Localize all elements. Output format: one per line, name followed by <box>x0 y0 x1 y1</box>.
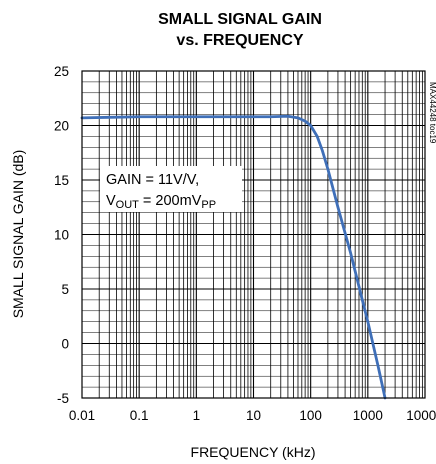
figure-id-label: MAX44248 toc19 <box>428 82 436 144</box>
grid <box>82 71 425 398</box>
annotation-pp-sub: PP <box>201 199 216 211</box>
annotation-vout-v: V <box>106 193 116 209</box>
gain-series-line <box>80 114 387 400</box>
x-tick-label: 100 <box>299 408 322 423</box>
y-tick-label: 5 <box>61 282 69 297</box>
y-tick-label: 15 <box>54 173 69 188</box>
x-tick-label: 10000 <box>406 408 436 423</box>
chart-title-line1: SMALL SIGNAL GAIN <box>158 11 322 28</box>
y-tick-labels: 25 20 15 10 5 0 -5 <box>54 64 69 406</box>
x-tick-labels: 0.01 0.1 1 10 100 1000 10000 <box>69 408 436 423</box>
series-layer <box>80 114 387 400</box>
x-tick-label: 10 <box>246 408 261 423</box>
y-tick-label: 0 <box>61 337 69 352</box>
y-tick-label: 20 <box>54 119 69 134</box>
x-tick-label: 1 <box>193 408 201 423</box>
annotation-vout: VOUT = 200mVPP <box>106 193 216 211</box>
annotation-vout-sub: OUT <box>116 199 140 211</box>
annotation-background <box>100 166 242 212</box>
y-tick-label: -5 <box>57 391 69 406</box>
x-axis-label: FREQUENCY (kHz) <box>191 444 316 460</box>
x-tick-label: 0.1 <box>130 408 149 423</box>
plot-frame <box>81 70 426 399</box>
chart-title-line2: vs. FREQUENCY <box>176 32 303 49</box>
y-tick-label: 25 <box>54 64 69 79</box>
x-tick-label: 1000 <box>353 408 383 423</box>
annotation-gain: GAIN = 11V/V, <box>106 172 199 188</box>
y-tick-label: 10 <box>54 228 69 243</box>
x-tick-label: 0.01 <box>69 408 95 423</box>
annotation-vout-value: = 200mV <box>139 193 202 209</box>
y-axis-label: SMALL SIGNAL GAIN (dB) <box>10 150 26 319</box>
